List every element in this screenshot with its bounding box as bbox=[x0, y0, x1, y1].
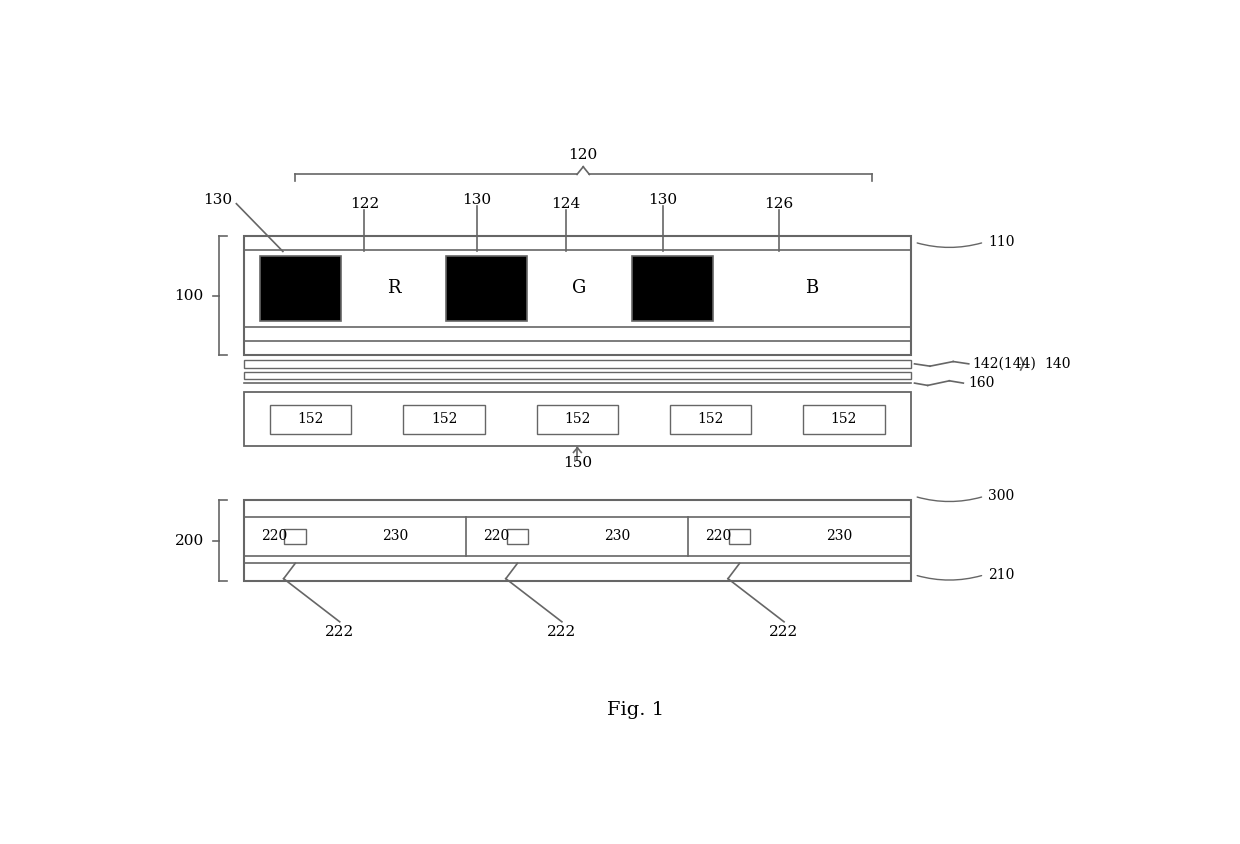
Text: 152: 152 bbox=[697, 412, 724, 426]
Bar bbox=[244, 371, 910, 379]
Text: 110: 110 bbox=[988, 235, 1014, 249]
Bar bbox=[670, 404, 751, 434]
Bar bbox=[284, 528, 306, 544]
Text: 124: 124 bbox=[551, 197, 580, 211]
Bar bbox=[631, 256, 713, 321]
Text: 210: 210 bbox=[988, 568, 1014, 582]
Bar bbox=[507, 528, 528, 544]
Text: 152: 152 bbox=[831, 412, 857, 426]
Text: 122: 122 bbox=[350, 197, 379, 211]
Text: 222: 222 bbox=[547, 625, 577, 639]
Text: 130: 130 bbox=[463, 192, 491, 207]
Bar bbox=[244, 236, 910, 355]
Text: 220: 220 bbox=[484, 529, 510, 544]
Text: 142(144): 142(144) bbox=[972, 357, 1037, 371]
Text: 150: 150 bbox=[563, 456, 591, 470]
Text: 230: 230 bbox=[604, 529, 630, 544]
Text: 152: 152 bbox=[298, 412, 324, 426]
Text: R: R bbox=[387, 279, 401, 297]
Text: 222: 222 bbox=[325, 625, 355, 639]
Text: 220: 220 bbox=[706, 529, 732, 544]
Bar bbox=[244, 392, 910, 446]
Bar bbox=[244, 360, 910, 368]
Text: 220: 220 bbox=[262, 529, 288, 544]
Bar bbox=[804, 404, 884, 434]
Bar bbox=[537, 404, 618, 434]
Bar bbox=[445, 256, 527, 321]
Text: 152: 152 bbox=[430, 412, 458, 426]
Text: 100: 100 bbox=[175, 289, 203, 303]
Bar bbox=[259, 256, 341, 321]
Text: 130: 130 bbox=[203, 192, 233, 207]
Text: 140: 140 bbox=[1044, 357, 1070, 371]
Text: G: G bbox=[572, 279, 587, 297]
Text: 120: 120 bbox=[569, 149, 598, 162]
Bar bbox=[403, 404, 485, 434]
Text: 126: 126 bbox=[764, 197, 794, 211]
Bar bbox=[270, 404, 351, 434]
Text: 160: 160 bbox=[968, 376, 996, 390]
Text: 230: 230 bbox=[826, 529, 852, 544]
Text: 230: 230 bbox=[382, 529, 408, 544]
Text: 222: 222 bbox=[769, 625, 799, 639]
Text: 152: 152 bbox=[564, 412, 590, 426]
Text: 300: 300 bbox=[988, 490, 1014, 503]
Text: 200: 200 bbox=[175, 533, 203, 548]
Bar bbox=[244, 500, 910, 581]
Text: Fig. 1: Fig. 1 bbox=[606, 701, 665, 718]
Text: 130: 130 bbox=[649, 192, 677, 207]
Bar bbox=[729, 528, 750, 544]
Text: B: B bbox=[805, 279, 818, 297]
